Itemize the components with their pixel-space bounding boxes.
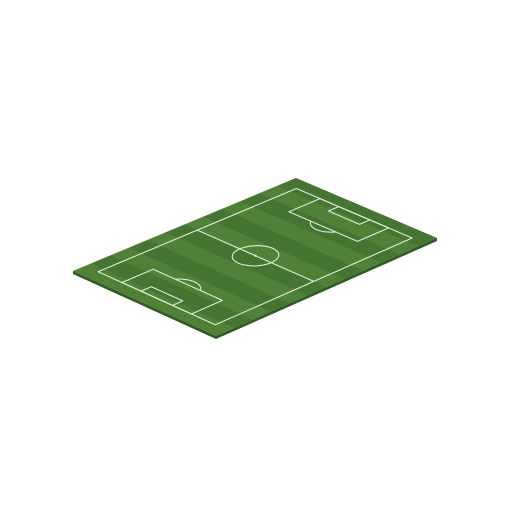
grass-stripe <box>184 216 345 287</box>
pitch-layer <box>73 178 437 339</box>
center-circle <box>231 245 280 267</box>
grass-stripe <box>73 263 235 336</box>
penalty-arc-right <box>309 220 336 233</box>
goal-area-right <box>327 206 371 225</box>
grass-stripe <box>258 185 419 255</box>
grass-stripe <box>91 255 253 328</box>
grass-stripe <box>240 193 401 263</box>
grass-stripe <box>128 240 290 312</box>
grass-stripe <box>221 201 382 271</box>
grass-stripe <box>277 178 437 247</box>
pitch-side-right <box>216 238 437 339</box>
grass-stripe <box>165 224 327 296</box>
penalty-arc-left <box>175 278 202 291</box>
pitch-side-left <box>73 271 216 339</box>
center-spot <box>254 254 257 257</box>
pitch-lines-layer <box>97 187 413 326</box>
goal-area-left <box>140 286 184 306</box>
grass-stripe <box>203 209 364 279</box>
grass-stripe <box>110 247 272 320</box>
grass-stripe <box>147 232 309 304</box>
